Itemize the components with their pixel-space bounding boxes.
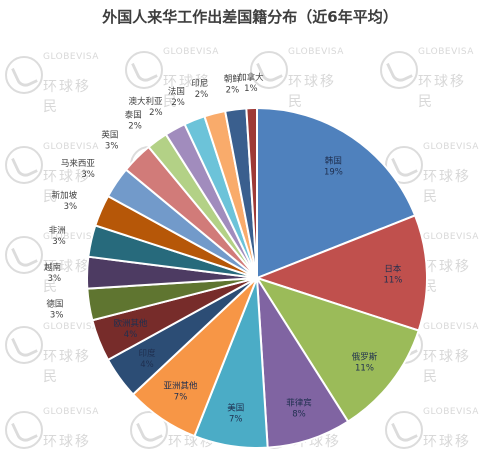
slice-name-label: 亚洲其他 [164,380,199,391]
slice-percent-label: 4% [140,360,154,370]
slice-name-label: 美国 [227,402,244,413]
slice-percent-label: 2% [195,90,209,100]
slice-name-label: 加拿大 [238,72,264,83]
pie-slice [256,106,417,280]
slice-percent-label: 2% [171,98,185,108]
slice-name-label: 朝鲜 [224,74,242,85]
slice-percent-label: 3% [81,170,95,180]
slice-percent-label: 3% [105,141,119,151]
slice-name-label: 欧洲其他 [114,318,149,329]
pie-slice [254,276,420,423]
slice-name-label: 非洲 [49,225,66,236]
slice-name-label: 日本 [384,264,402,275]
slice-name-label: 韩国 [325,156,342,167]
slice-percent-label: 19% [324,168,343,178]
slice-percent-label: 2% [149,108,163,118]
slice-name-label: 越南 [44,262,61,273]
pie-slice [254,214,428,332]
slice-name-label: 法国 [168,86,185,97]
slice-name-label: 马来西亚 [61,159,96,169]
slice-percent-label: 7% [174,392,188,402]
slice-name-label: 菲律宾 [286,397,312,408]
slice-name-label: 泰国 [125,109,142,120]
slice-name-label: 印度 [138,348,156,359]
slice-name-label: 印尼 [191,78,208,89]
slice-percent-label: 11% [355,363,374,373]
slice-percent-label: 2% [226,86,240,96]
slice-percent-label: 2% [128,121,142,131]
slice-percent-label: 3% [48,274,62,284]
slice-percent-label: 7% [229,414,243,424]
slice-percent-label: 8% [292,409,306,419]
slice-percent-label: 1% [244,84,258,94]
chart-title: 外国人来华工作出差国籍分布（近6年平均） [102,8,398,26]
slice-percent-label: 3% [64,202,78,212]
slice-percent-label: 4% [124,330,138,340]
slice-percent-label: 11% [383,276,402,286]
slice-name-label: 新加坡 [52,190,78,201]
slice-name-label: 俄罗斯 [352,351,378,362]
slice-name-label: 英国 [101,129,118,140]
slice-percent-label: 3% [50,311,64,321]
slice-name-label: 德国 [46,299,63,310]
pie-slice [245,106,258,279]
slice-percent-label: 3% [52,237,66,247]
slice-name-label: 澳大利亚 [129,96,164,107]
